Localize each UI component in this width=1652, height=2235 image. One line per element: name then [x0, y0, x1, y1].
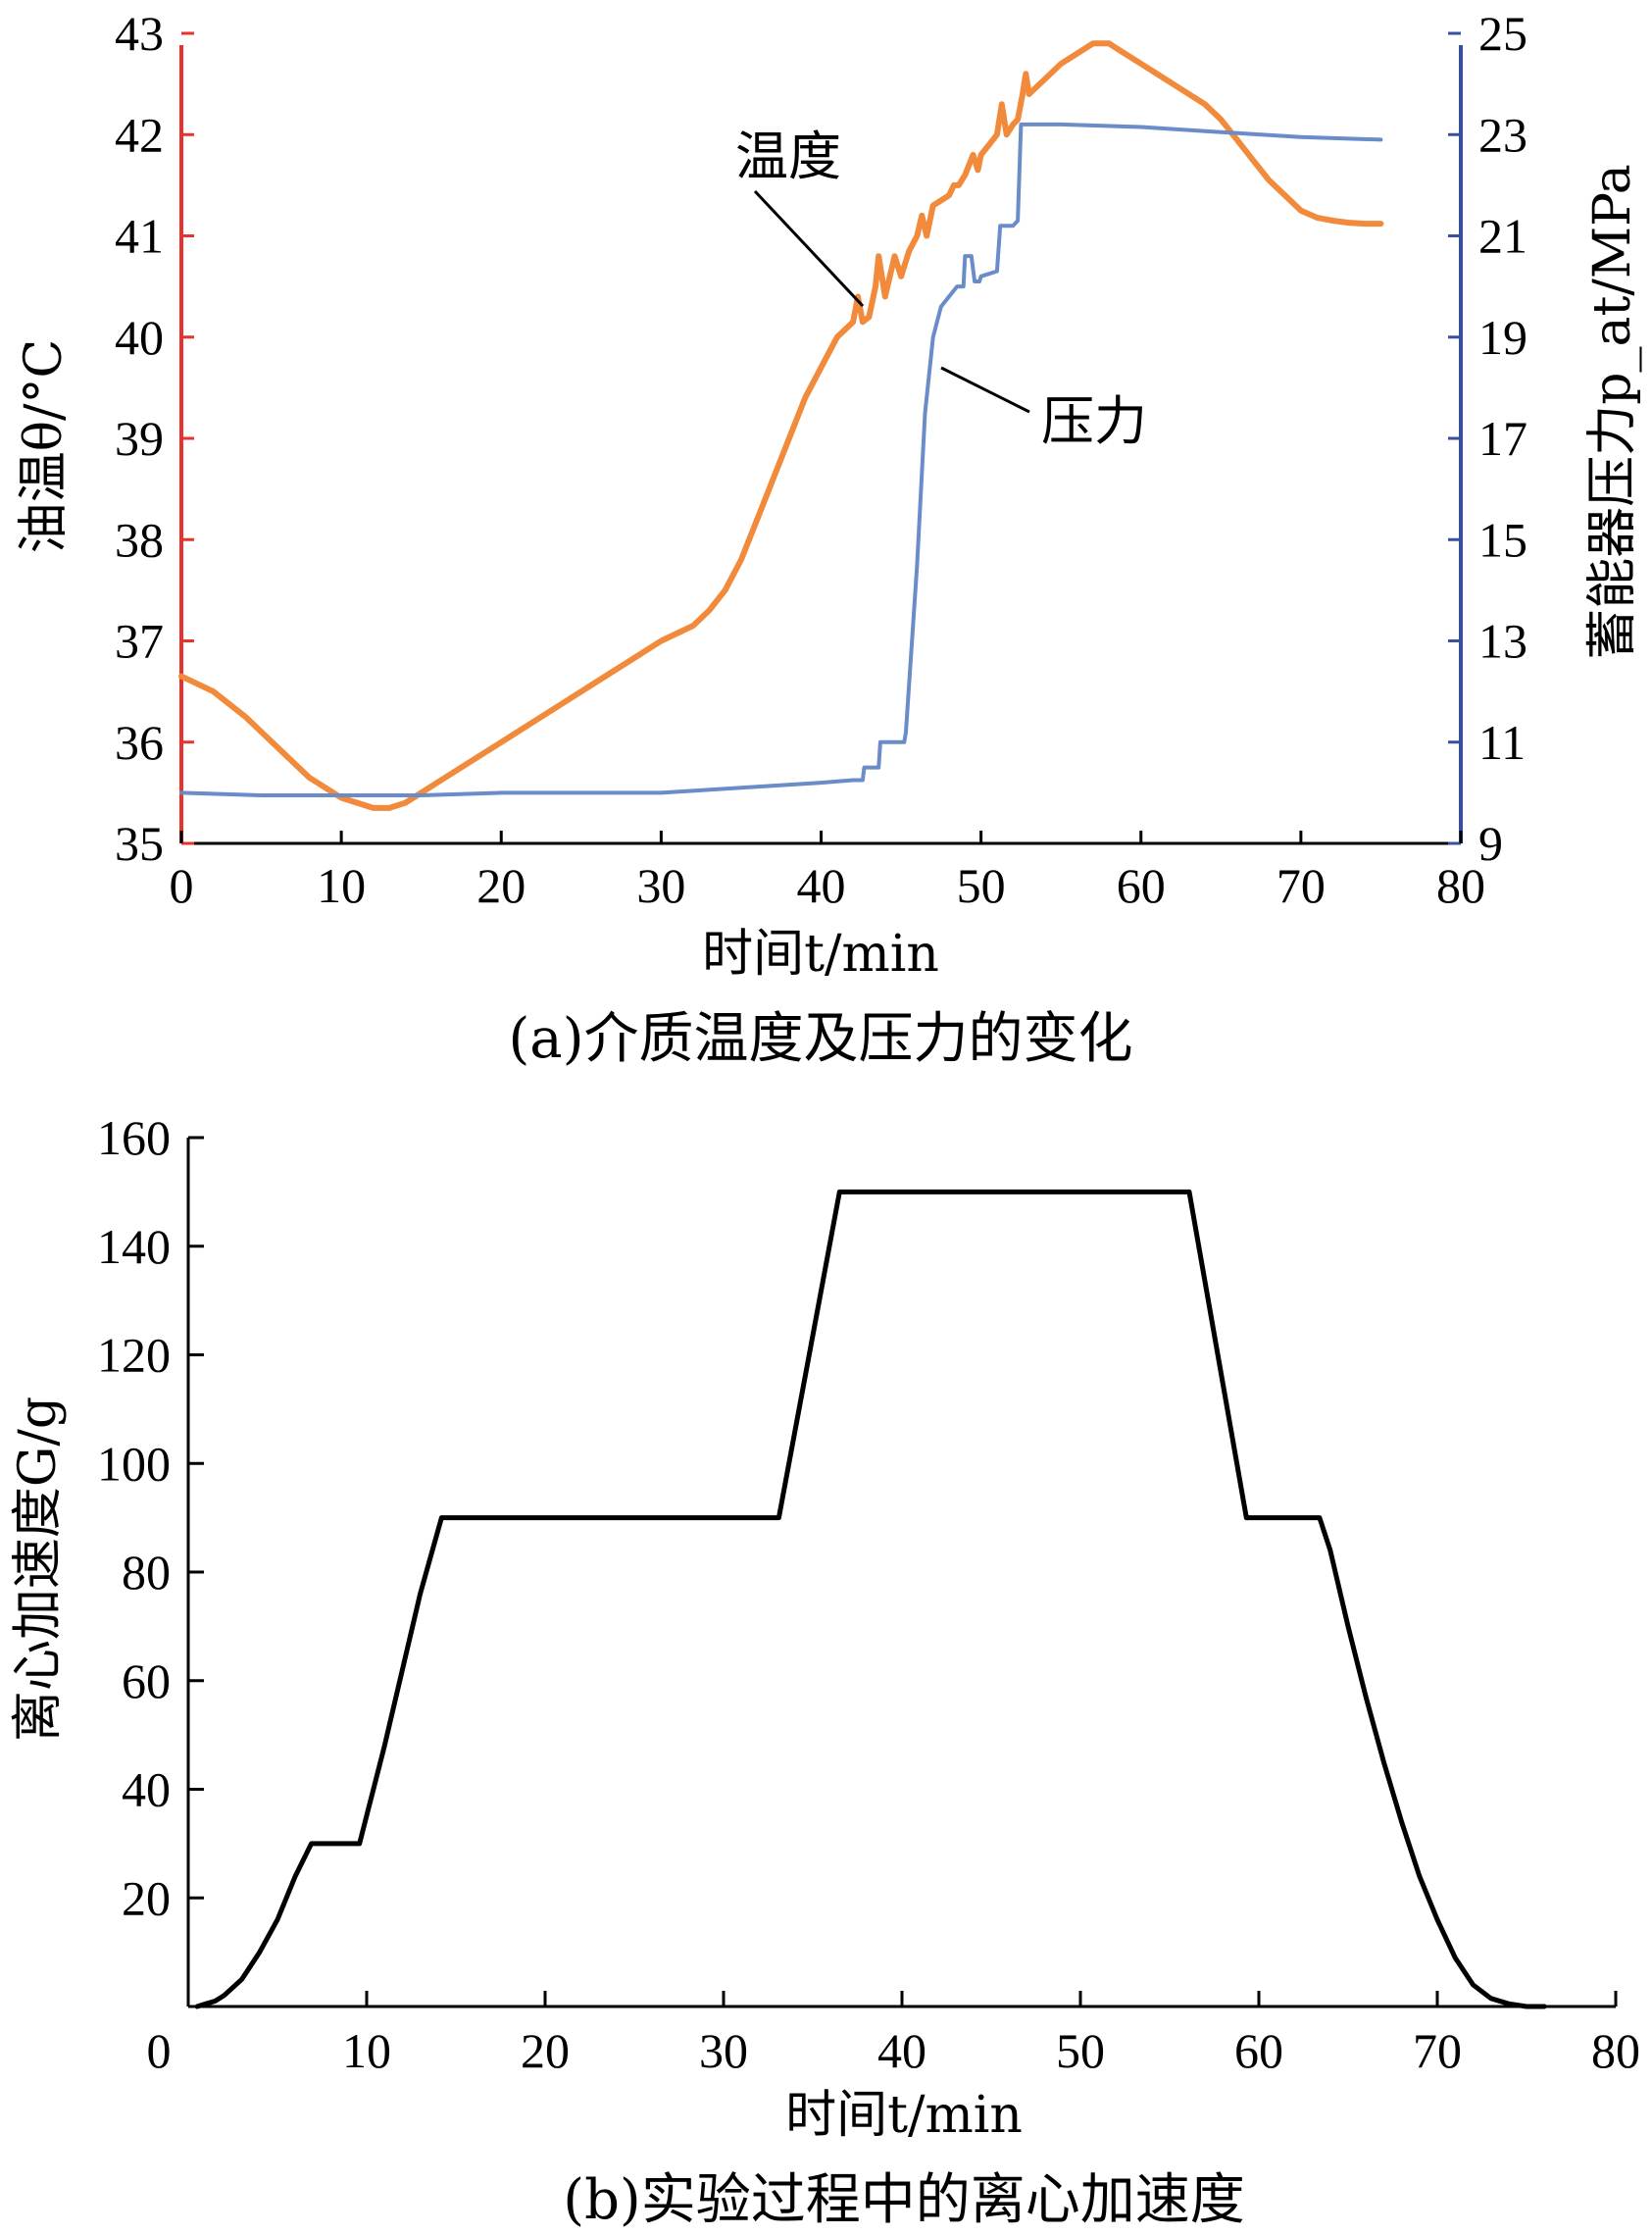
- x-ticks: 0 10 20 30 40 50 60 70 80: [170, 831, 1485, 913]
- left-tick-label: 37: [115, 614, 164, 669]
- y-tick-label: 60: [122, 1653, 171, 1708]
- y-ticks-b: 20 40 60 80 100 120 140 160: [97, 1110, 204, 1925]
- x-tick-label: 0: [170, 858, 194, 913]
- y-tick-label: 120: [97, 1328, 171, 1383]
- right-axis-label: 蓄能器压力p_at/MPa: [1583, 164, 1642, 660]
- right-tick-label: 23: [1478, 107, 1527, 162]
- x-tick-label: 50: [1056, 2023, 1105, 2078]
- right-tick-label: 19: [1478, 310, 1527, 365]
- right-tick-label: 11: [1478, 715, 1526, 770]
- left-tick-label: 41: [115, 209, 164, 264]
- x-tick-label: 70: [1413, 2023, 1462, 2078]
- y-tick-label: 160: [97, 1110, 171, 1165]
- x-tick-label: 0: [147, 2023, 172, 2078]
- pressure-annotation: 压力: [1041, 390, 1147, 452]
- y-axis-label-b: 离心加速度G/g: [9, 1397, 68, 1742]
- chart-a: 35 36 37 38 39 40 41 42 43 9 11 13 15 17 19 21 23 25 0 10…: [15, 6, 1642, 1071]
- temperature-annotation: 温度: [735, 126, 841, 187]
- x-tick-label: 40: [877, 2023, 926, 2078]
- pressure-leader-line: [940, 366, 1030, 414]
- left-tick-label: 42: [115, 107, 164, 162]
- right-tick-label: 17: [1478, 411, 1527, 466]
- series-group: [178, 40, 1384, 811]
- y-tick-label: 100: [97, 1436, 171, 1491]
- x-tick-label: 30: [636, 858, 685, 913]
- x-tick-label: 10: [342, 2023, 391, 2078]
- y-tick-label: 140: [97, 1219, 171, 1274]
- y-tick-label: 40: [122, 1762, 171, 1817]
- x-tick-label: 20: [476, 858, 526, 913]
- right-tick-label: 13: [1478, 614, 1527, 669]
- right-tick-label: 9: [1478, 816, 1503, 871]
- acceleration-series-line: [194, 1189, 1547, 2009]
- left-tick-label: 39: [115, 411, 164, 466]
- left-tick-label: 36: [115, 715, 164, 770]
- temperature-series-line: [178, 40, 1384, 811]
- pressure-series-line: [179, 122, 1383, 797]
- right-tick-label: 15: [1478, 512, 1527, 567]
- right-tick-label: 21: [1478, 209, 1527, 264]
- left-ticks: 35 36 37 38 39 40 41 42 43: [115, 6, 194, 871]
- x-axis-label-b: 时间t/min: [785, 2086, 1023, 2145]
- y-tick-label: 80: [122, 1545, 171, 1600]
- right-tick-label: 25: [1478, 6, 1527, 61]
- left-tick-label: 40: [115, 310, 164, 365]
- series-group-b: [194, 1189, 1547, 2009]
- x-tick-label: 30: [699, 2023, 748, 2078]
- x-tick-label: 40: [797, 858, 846, 913]
- x-axis-label-a: 时间t/min: [702, 925, 939, 984]
- chart-b: 20 40 60 80 100 120 140 160 0 10 20 30 40 50 60 70 80 离…: [9, 1110, 1640, 2232]
- left-tick-label: 43: [115, 6, 164, 61]
- x-tick-label: 80: [1436, 858, 1485, 913]
- caption-b: (b)实验过程中的离心加速度: [563, 2168, 1245, 2232]
- x-ticks-b: 0 10 20 30 40 50 60 70 80: [147, 1991, 1640, 2078]
- left-axis-label: 油温θ/°C: [15, 339, 74, 554]
- left-tick-label: 38: [115, 512, 164, 567]
- x-tick-label: 20: [521, 2023, 570, 2078]
- right-ticks: 9 11 13 15 17 19 21 23 25: [1448, 6, 1527, 871]
- x-tick-label: 60: [1117, 858, 1166, 913]
- x-tick-label: 10: [317, 858, 366, 913]
- y-tick-label: 20: [122, 1870, 171, 1925]
- x-tick-label: 80: [1591, 2023, 1640, 2078]
- left-tick-label: 35: [115, 816, 164, 871]
- temperature-leader-line: [753, 189, 865, 308]
- x-tick-label: 70: [1277, 858, 1326, 913]
- caption-a: (a)介质温度及压力的变化: [508, 1007, 1132, 1071]
- x-tick-label: 60: [1234, 2023, 1283, 2078]
- x-tick-label: 50: [957, 858, 1006, 913]
